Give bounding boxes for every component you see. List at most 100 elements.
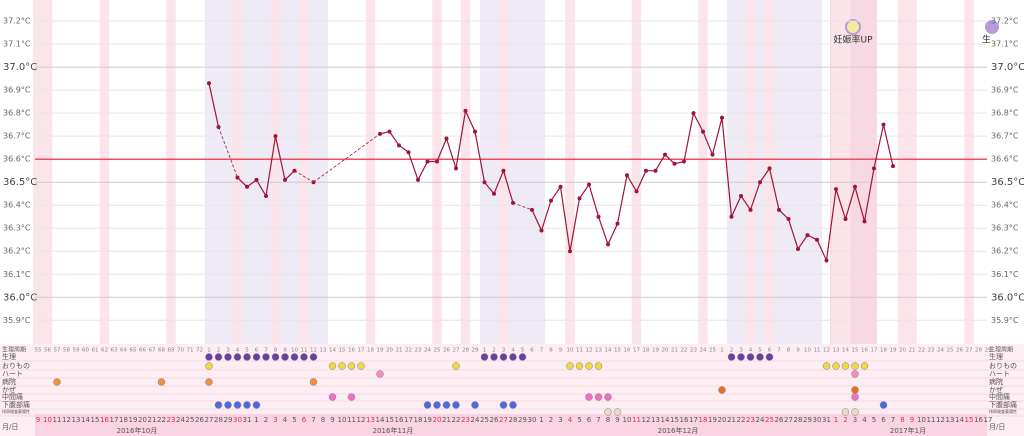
temp-point xyxy=(216,124,221,129)
cycle-day: 21 xyxy=(396,348,403,354)
date-label: 15 xyxy=(670,416,679,424)
date-label: 13 xyxy=(72,416,81,424)
temp-point xyxy=(283,177,287,182)
record-mark xyxy=(262,353,270,361)
temp-point xyxy=(311,180,316,185)
holiday-stripe xyxy=(897,0,908,344)
date-label: 13 xyxy=(651,416,660,424)
holiday-stripe xyxy=(631,0,642,344)
cycle-day: 17 xyxy=(871,348,878,354)
temp-point xyxy=(815,237,819,242)
record-mark xyxy=(53,378,61,386)
temp-point xyxy=(539,228,544,233)
date-label: 31 xyxy=(243,416,252,424)
month-label: 2016年12月 xyxy=(658,426,699,435)
record-mark xyxy=(746,353,755,361)
cycle-day: 24 xyxy=(700,348,707,354)
temp-point xyxy=(777,207,781,212)
y-tick-label: 36.7°C xyxy=(991,132,1019,141)
row-label: 月/日 xyxy=(989,423,1005,431)
temp-point xyxy=(881,122,886,127)
y-tick-label: 36.3°C xyxy=(3,224,31,233)
temp-point xyxy=(273,134,278,139)
cycle-day: 56 xyxy=(44,348,51,354)
date-label: 8 xyxy=(321,416,325,424)
date-label: 10 xyxy=(338,416,347,424)
date-label: 21 xyxy=(727,416,736,424)
y-tick-label: 37.2°C xyxy=(991,17,1019,26)
cycle-day: 25 xyxy=(434,348,441,354)
holiday-stripe xyxy=(99,0,110,344)
record-mark xyxy=(765,353,774,361)
temp-point xyxy=(891,164,895,169)
cycle-day: 16 xyxy=(624,348,631,354)
holiday-stripe xyxy=(232,0,243,344)
date-label: 18 xyxy=(119,416,128,424)
cycle-day: 64 xyxy=(120,348,127,354)
date-label: 19 xyxy=(129,416,138,424)
record-mark xyxy=(860,362,869,370)
cycle-day: 27 xyxy=(966,348,973,354)
date-label: 6 xyxy=(881,416,886,424)
cycle-day: 21 xyxy=(671,348,678,354)
y-tick-label: 36.4°C xyxy=(3,201,31,210)
cycle-day: 14 xyxy=(842,348,849,354)
date-label: 25 xyxy=(765,416,774,424)
holiday-stripe xyxy=(299,0,309,344)
date-label: 15 xyxy=(385,416,394,424)
temp-point xyxy=(435,159,439,164)
cycle-day: 57 xyxy=(54,348,61,354)
cycle-day: 24 xyxy=(424,348,431,354)
record-mark xyxy=(499,353,508,361)
date-label: 16 xyxy=(100,416,109,424)
temp-point xyxy=(511,200,515,205)
date-label: 20 xyxy=(433,416,442,424)
holiday-stripe xyxy=(270,0,281,344)
record-mark xyxy=(309,353,318,361)
record-mark xyxy=(423,401,432,409)
record-mark xyxy=(718,386,726,394)
date-label: 1 xyxy=(539,416,543,424)
date-label: 5 xyxy=(872,416,876,424)
cycle-day: 19 xyxy=(890,348,897,354)
date-label: 16 xyxy=(680,416,689,424)
date-label: 10 xyxy=(623,416,632,424)
cycle-day: 26 xyxy=(443,348,450,354)
cycle-day: 29 xyxy=(472,348,479,354)
date-label: 28 xyxy=(214,416,223,424)
y-tick-label: 37.1°C xyxy=(991,40,1019,49)
temp-point xyxy=(862,219,867,224)
record-mark xyxy=(281,353,289,361)
y-tick-label: 36.6°C xyxy=(991,155,1019,164)
cycle-day: 13 xyxy=(595,348,602,354)
cycle-day: 22 xyxy=(918,348,925,354)
date-label: 17 xyxy=(984,416,993,424)
holiday-stripe xyxy=(33,0,43,344)
date-label: 26 xyxy=(775,416,784,424)
cycle-day: 63 xyxy=(111,348,118,354)
holiday-stripe xyxy=(166,0,176,344)
date-label: 27 xyxy=(784,416,793,424)
cycle-day: 3 xyxy=(226,348,230,354)
record-mark xyxy=(566,362,574,370)
date-label: 24 xyxy=(756,416,765,424)
date-label: 11 xyxy=(927,416,936,424)
holiday-stripe xyxy=(840,0,851,344)
temp-point xyxy=(805,233,810,238)
cycle-day: 22 xyxy=(405,348,412,354)
record-mark xyxy=(471,401,479,409)
date-label: 29 xyxy=(803,416,812,424)
record-mark xyxy=(756,353,764,361)
record-mark xyxy=(822,362,831,370)
cycle-day: 70 xyxy=(177,348,184,354)
cycle-day: 65 xyxy=(130,348,137,354)
row-label: 生理 xyxy=(989,352,1003,361)
date-label: 6 xyxy=(587,416,592,424)
temp-point xyxy=(473,129,477,134)
row-label: 下腹部痛 xyxy=(2,400,30,409)
temp-point xyxy=(501,168,506,173)
date-label: 29 xyxy=(518,416,527,424)
temp-point xyxy=(207,81,211,86)
row-label: 月/日 xyxy=(2,423,18,431)
cycle-day: 10 xyxy=(291,348,298,354)
